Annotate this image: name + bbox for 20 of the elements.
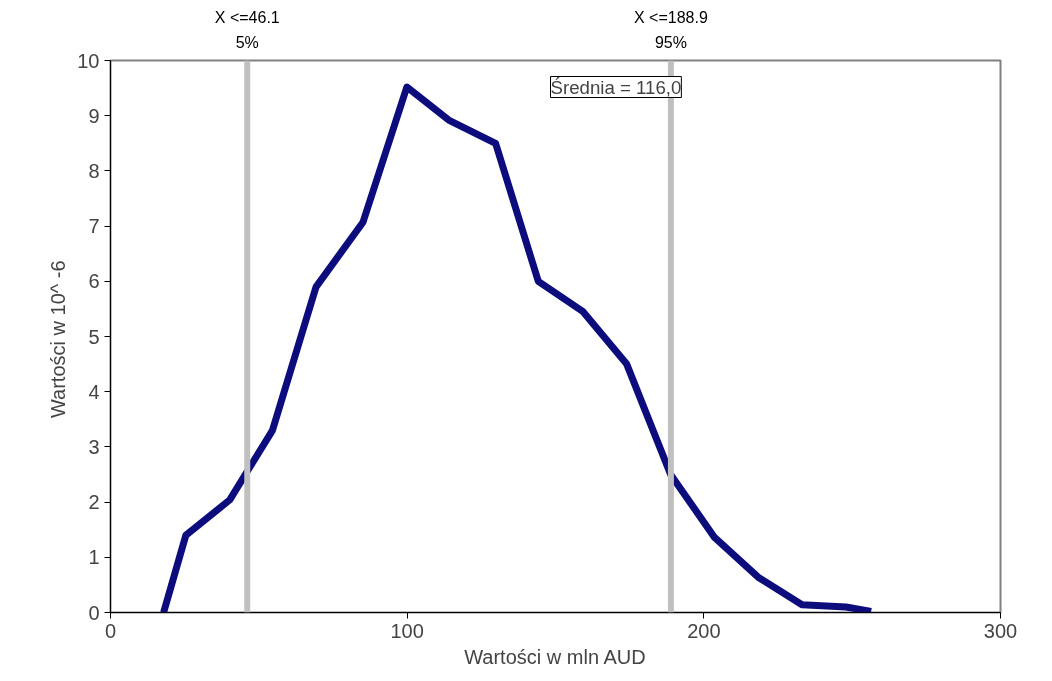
- x-tick-label: 200: [687, 619, 721, 642]
- y-tick-label: 4: [88, 380, 100, 403]
- y-tick-label: 8: [88, 159, 100, 182]
- annotation: Średnia = 116,0: [550, 76, 682, 98]
- y-tick-label: 7: [88, 215, 100, 238]
- y-tick-label: 1: [88, 546, 100, 569]
- x-tick-label: 0: [104, 619, 117, 642]
- y-tick-label: 6: [88, 270, 100, 293]
- y-tick-label: 10: [77, 49, 100, 72]
- ref-line-label: X <=46.1 5%: [214, 8, 280, 51]
- y-axis-title: Wartości w 10^ -6: [47, 260, 70, 419]
- ref-line-label: X <=188.9 95%: [633, 8, 708, 51]
- x-tick-label: 300: [983, 619, 1018, 642]
- y-tick-label: 2: [88, 491, 100, 514]
- y-tick-label: 0: [88, 601, 100, 624]
- y-tick-label: 9: [88, 104, 100, 127]
- x-tick-label: 100: [390, 619, 424, 642]
- y-tick-label: 3: [88, 435, 100, 458]
- x-axis-title: Wartości w mln AUD: [464, 645, 646, 668]
- y-tick-label: 5: [88, 325, 100, 348]
